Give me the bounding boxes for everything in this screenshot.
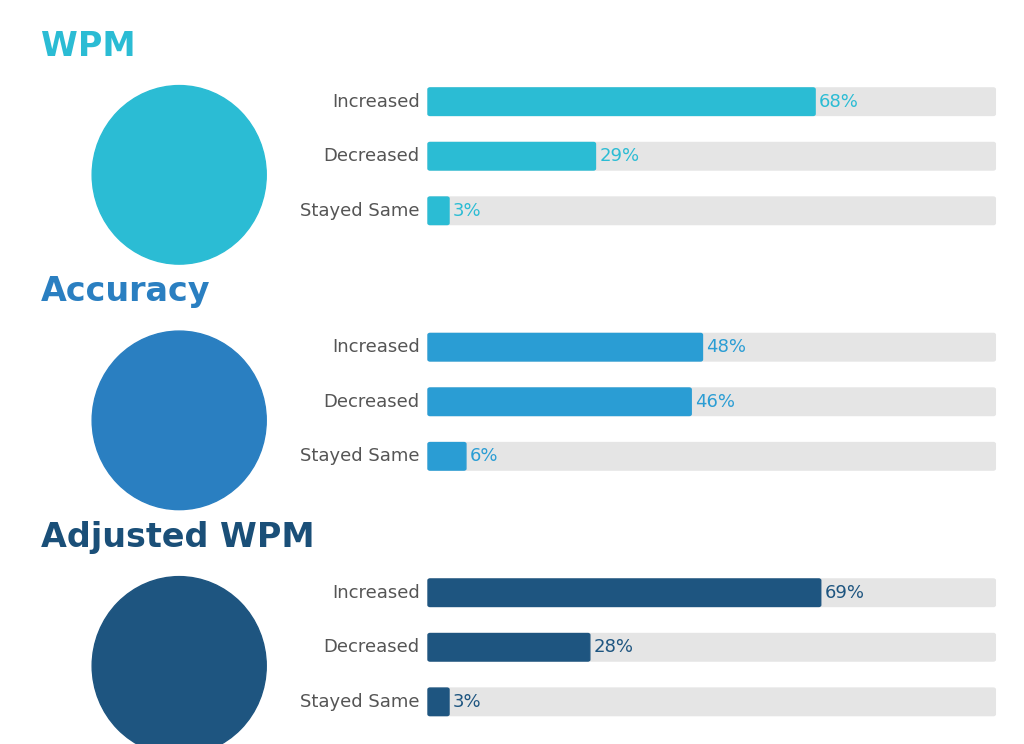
Text: Stayed Same: Stayed Same <box>300 447 420 465</box>
Text: Accuracy: Accuracy <box>41 275 211 308</box>
Text: 48%: 48% <box>707 339 746 356</box>
Text: Decreased: Decreased <box>324 393 420 411</box>
Text: Increased: Increased <box>332 93 420 111</box>
Text: 3%: 3% <box>453 693 481 711</box>
Text: Increased: Increased <box>332 584 420 602</box>
Text: Adjusted WPM: Adjusted WPM <box>41 521 314 554</box>
Text: Decreased: Decreased <box>324 638 420 656</box>
Text: 69%: 69% <box>825 584 865 602</box>
Text: 28%: 28% <box>594 638 634 656</box>
Text: 46%: 46% <box>695 393 735 411</box>
Text: Stayed Same: Stayed Same <box>300 693 420 711</box>
Text: Increased: Increased <box>332 339 420 356</box>
Text: Decreased: Decreased <box>324 147 420 165</box>
Text: 68%: 68% <box>819 93 859 111</box>
Text: 3%: 3% <box>453 202 481 219</box>
Text: Stayed Same: Stayed Same <box>300 202 420 219</box>
Text: 6%: 6% <box>470 447 499 465</box>
Text: WPM: WPM <box>41 30 135 62</box>
Text: 29%: 29% <box>600 147 640 165</box>
